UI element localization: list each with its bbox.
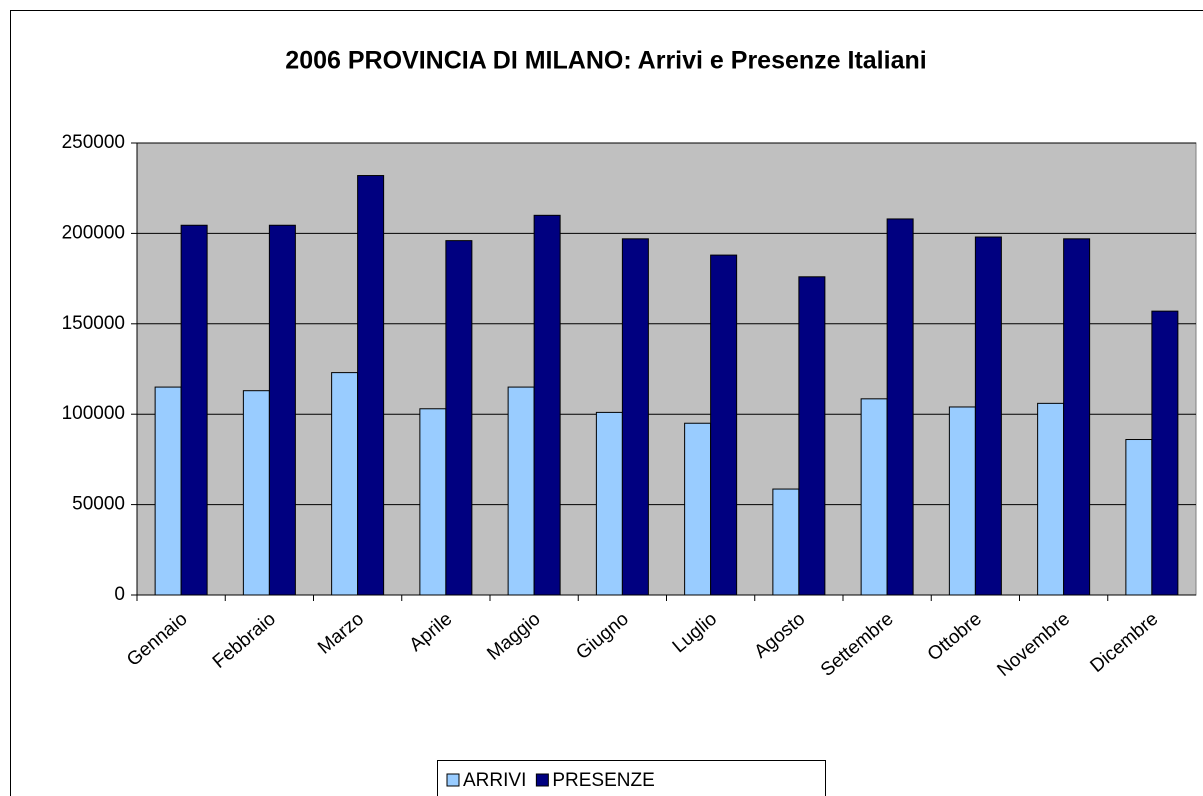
legend-swatch: [535, 773, 549, 787]
plot-area: [136, 142, 1197, 596]
bar: [1151, 310, 1179, 596]
bar: [684, 422, 712, 596]
bar: [242, 390, 270, 596]
bar: [621, 238, 649, 596]
bar: [595, 411, 623, 596]
y-tick-label: 250000: [62, 132, 125, 153]
bar: [886, 218, 914, 596]
y-tick-label: 200000: [62, 222, 125, 243]
bar: [1037, 402, 1065, 596]
chart-title: 2006 PROVINCIA DI MILANO: Arrivi e Prese…: [285, 47, 926, 75]
bar: [974, 236, 1002, 596]
y-tick-label: 50000: [72, 494, 125, 515]
y-tick-label: 100000: [62, 403, 125, 424]
bar: [1063, 238, 1091, 596]
bar: [445, 240, 473, 596]
legend-label: PRESENZE: [552, 770, 654, 791]
bar: [331, 372, 359, 596]
legend: [437, 760, 826, 796]
bar: [268, 224, 296, 596]
bar: [419, 408, 447, 596]
bar: [860, 398, 888, 596]
bar: [533, 214, 561, 596]
bar: [710, 254, 738, 596]
y-tick-label: 0: [114, 584, 125, 605]
bar: [154, 386, 182, 596]
legend-swatch: [446, 773, 460, 787]
y-tick-label: 150000: [62, 313, 125, 334]
bar: [948, 406, 976, 596]
bar: [507, 386, 535, 596]
bar: [357, 175, 385, 596]
bar: [798, 276, 826, 596]
bar: [772, 488, 800, 596]
legend-label: ARRIVI: [463, 770, 526, 791]
bar: [180, 224, 208, 596]
bar: [1125, 439, 1153, 596]
